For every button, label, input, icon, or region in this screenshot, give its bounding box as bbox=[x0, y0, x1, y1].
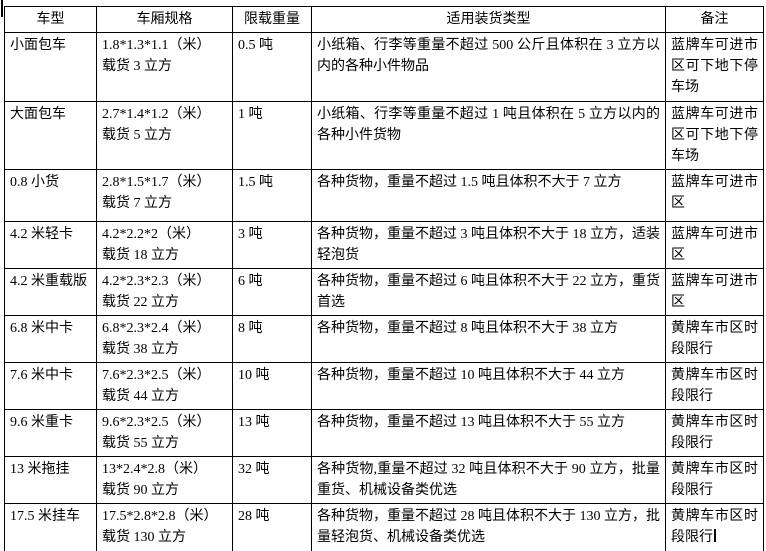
spec-cell: 4.2*2.3*2.3（米） 载货 22 立方 bbox=[96, 268, 233, 316]
remark-cell: 黄牌车市区时段限行 bbox=[665, 362, 764, 410]
header-spec: 车厢规格 bbox=[96, 6, 233, 33]
spec-cell: 9.6*2.3*2.5（米） 载货 55 立方 bbox=[96, 409, 233, 457]
table-row: 大面包车 2.7*1.4*1.2（米） 载货 5 立方 1 吨 小纸箱、行李等重… bbox=[4, 101, 764, 170]
table-row: 9.6 米重卡 9.6*2.3*2.5（米） 载货 55 立方 13 吨 各种货… bbox=[4, 409, 764, 457]
spec-dimensions: 13*2.4*2.8（米） bbox=[102, 462, 207, 477]
header-remark: 备注 bbox=[665, 6, 764, 33]
spec-volume: 载货 7 立方 bbox=[102, 196, 172, 211]
remark-cell: 黄牌车市区时段限行 bbox=[665, 409, 764, 457]
load-limit-cell: 28 吨 bbox=[232, 503, 312, 551]
load-limit-cell: 8 吨 bbox=[232, 315, 312, 363]
spec-dimensions: 4.2*2.3*2.3（米） bbox=[102, 274, 211, 289]
vehicle-type-cell: 9.6 米重卡 bbox=[4, 409, 97, 457]
table-header-row: 车型 车厢规格 限载重量 适用装货类型 备注 bbox=[4, 6, 764, 33]
spec-cell: 17.5*2.8*2.8（米） 载货 130 立方 bbox=[96, 503, 233, 551]
load-limit-cell: 3 吨 bbox=[232, 221, 312, 269]
table-row: 6.8 米中卡 6.8*2.3*2.4（米） 载货 38 立方 8 吨 各种货物… bbox=[4, 315, 764, 363]
cargo-type-cell: 各种货物，重量不超过 13 吨且体积不大于 55 立方 bbox=[311, 409, 666, 457]
vehicle-type-cell: 17.5 米挂车 bbox=[4, 503, 97, 551]
spec-dimensions: 4.2*2.2*2（米） bbox=[102, 227, 200, 242]
remark-cell: 蓝牌车可进市区可下地下停车场 bbox=[665, 101, 764, 170]
text-cursor-mark bbox=[1, 0, 3, 17]
cargo-type-cell: 各种货物，重量不超过 1.5 吨且体积不大于 7 立方 bbox=[311, 169, 666, 222]
cargo-type-cell: 各种货物，重量不超过 28 吨且体积不大于 130 立方，批量轻泡货、机械设备类… bbox=[311, 503, 666, 551]
cargo-type-cell: 小纸箱、行李等重量不超过 1 吨且体积在 5 立方以内的各种小件货物 bbox=[311, 101, 666, 170]
spec-dimensions: 2.8*1.5*1.7（米） bbox=[102, 175, 211, 190]
load-limit-cell: 1.5 吨 bbox=[232, 169, 312, 222]
vehicle-type-cell: 4.2 米轻卡 bbox=[4, 221, 97, 269]
spec-volume: 载货 22 立方 bbox=[102, 295, 179, 310]
spec-dimensions: 2.7*1.4*1.2（米） bbox=[102, 107, 211, 122]
vehicle-type-cell: 大面包车 bbox=[4, 101, 97, 170]
spec-cell: 2.8*1.5*1.7（米） 载货 7 立方 bbox=[96, 169, 233, 222]
spec-volume: 载货 18 立方 bbox=[102, 248, 179, 263]
load-limit-cell: 6 吨 bbox=[232, 268, 312, 316]
cargo-type-cell: 各种货物，重量不超过 3 吨且体积不大于 18 立方，适装轻泡货 bbox=[311, 221, 666, 269]
remark-cell: 蓝牌车可进市区 bbox=[665, 268, 764, 316]
spec-cell: 1.8*1.3*1.1（米） 载货 3 立方 bbox=[96, 32, 233, 102]
remark-cell: 黄牌车市区时段限行 bbox=[665, 503, 764, 551]
cargo-type-cell: 各种货物，重量不超过 10 吨且体积不大于 44 立方 bbox=[311, 362, 666, 410]
spec-volume: 载货 130 立方 bbox=[102, 530, 186, 545]
load-limit-cell: 10 吨 bbox=[232, 362, 312, 410]
vehicle-type-cell: 4.2 米重载版 bbox=[4, 268, 97, 316]
vehicle-type-cell: 0.8 小货 bbox=[4, 169, 97, 222]
cargo-type-cell: 小纸箱、行李等重量不超过 500 公斤且体积在 3 立方以内的各种小件物品 bbox=[311, 32, 666, 102]
vehicle-type-cell: 小面包车 bbox=[4, 32, 97, 102]
spec-volume: 载货 38 立方 bbox=[102, 342, 179, 357]
vehicle-type-cell: 6.8 米中卡 bbox=[4, 315, 97, 363]
table-row: 17.5 米挂车 17.5*2.8*2.8（米） 载货 130 立方 28 吨 … bbox=[4, 503, 764, 551]
table-row: 小面包车 1.8*1.3*1.1（米） 载货 3 立方 0.5 吨 小纸箱、行李… bbox=[4, 32, 764, 102]
remark-cell: 蓝牌车可进市区 bbox=[665, 169, 764, 222]
cargo-type-cell: 各种货物,重量不超过 32 吨且体积不大于 90 立方，批量重货、机械设备类优选 bbox=[311, 456, 666, 504]
spec-cell: 2.7*1.4*1.2（米） 载货 5 立方 bbox=[96, 101, 233, 170]
spec-dimensions: 6.8*2.3*2.4（米） bbox=[102, 321, 211, 336]
load-limit-cell: 32 吨 bbox=[232, 456, 312, 504]
spec-volume: 载货 5 立方 bbox=[102, 128, 172, 143]
remark-cell: 黄牌车市区时段限行 bbox=[665, 456, 764, 504]
spec-dimensions: 1.8*1.3*1.1（米） bbox=[102, 38, 211, 53]
spec-cell: 7.6*2.3*2.5（米） 载货 44 立方 bbox=[96, 362, 233, 410]
remark-cell: 黄牌车市区时段限行 bbox=[665, 315, 764, 363]
spec-dimensions: 9.6*2.3*2.5（米） bbox=[102, 415, 211, 430]
spec-dimensions: 17.5*2.8*2.8（米） bbox=[102, 509, 218, 524]
cargo-type-cell: 各种货物，重量不超过 6 吨且体积不大于 22 立方，重货首选 bbox=[311, 268, 666, 316]
spec-volume: 载货 55 立方 bbox=[102, 436, 179, 451]
remark-text: 黄牌车市区时段限行 bbox=[671, 509, 758, 545]
remark-cell: 蓝牌车可进市区可下地下停车场 bbox=[665, 32, 764, 102]
spec-dimensions: 7.6*2.3*2.5（米） bbox=[102, 368, 211, 383]
header-load-limit: 限载重量 bbox=[232, 6, 312, 33]
spec-cell: 6.8*2.3*2.4（米） 载货 38 立方 bbox=[96, 315, 233, 363]
table-row: 13 米拖挂 13*2.4*2.8（米） 载货 90 立方 32 吨 各种货物,… bbox=[4, 456, 764, 504]
load-limit-cell: 1 吨 bbox=[232, 101, 312, 170]
table-row: 4.2 米轻卡 4.2*2.2*2（米） 载货 18 立方 3 吨 各种货物，重… bbox=[4, 221, 764, 269]
spec-cell: 13*2.4*2.8（米） 载货 90 立方 bbox=[96, 456, 233, 504]
spec-volume: 载货 90 立方 bbox=[102, 483, 179, 498]
spec-cell: 4.2*2.2*2（米） 载货 18 立方 bbox=[96, 221, 233, 269]
remark-cell: 蓝牌车可进市区 bbox=[665, 221, 764, 269]
table-row: 7.6 米中卡 7.6*2.3*2.5（米） 载货 44 立方 10 吨 各种货… bbox=[4, 362, 764, 410]
table-row: 0.8 小货 2.8*1.5*1.7（米） 载货 7 立方 1.5 吨 各种货物… bbox=[4, 169, 764, 222]
table-row: 4.2 米重载版 4.2*2.3*2.3（米） 载货 22 立方 6 吨 各种货… bbox=[4, 268, 764, 316]
header-vehicle-type: 车型 bbox=[4, 6, 97, 33]
load-limit-cell: 0.5 吨 bbox=[232, 32, 312, 102]
cargo-type-cell: 各种货物，重量不超过 8 吨且体积不大于 38 立方 bbox=[311, 315, 666, 363]
spec-volume: 载货 44 立方 bbox=[102, 389, 179, 404]
spec-volume: 载货 3 立方 bbox=[102, 59, 172, 74]
vehicle-spec-table: 车型 车厢规格 限载重量 适用装货类型 备注 小面包车 1.8*1.3*1.1（… bbox=[4, 6, 764, 551]
header-cargo-type: 适用装货类型 bbox=[311, 6, 666, 33]
text-cursor bbox=[714, 529, 716, 542]
vehicle-type-cell: 13 米拖挂 bbox=[4, 456, 97, 504]
vehicle-type-cell: 7.6 米中卡 bbox=[4, 362, 97, 410]
load-limit-cell: 13 吨 bbox=[232, 409, 312, 457]
